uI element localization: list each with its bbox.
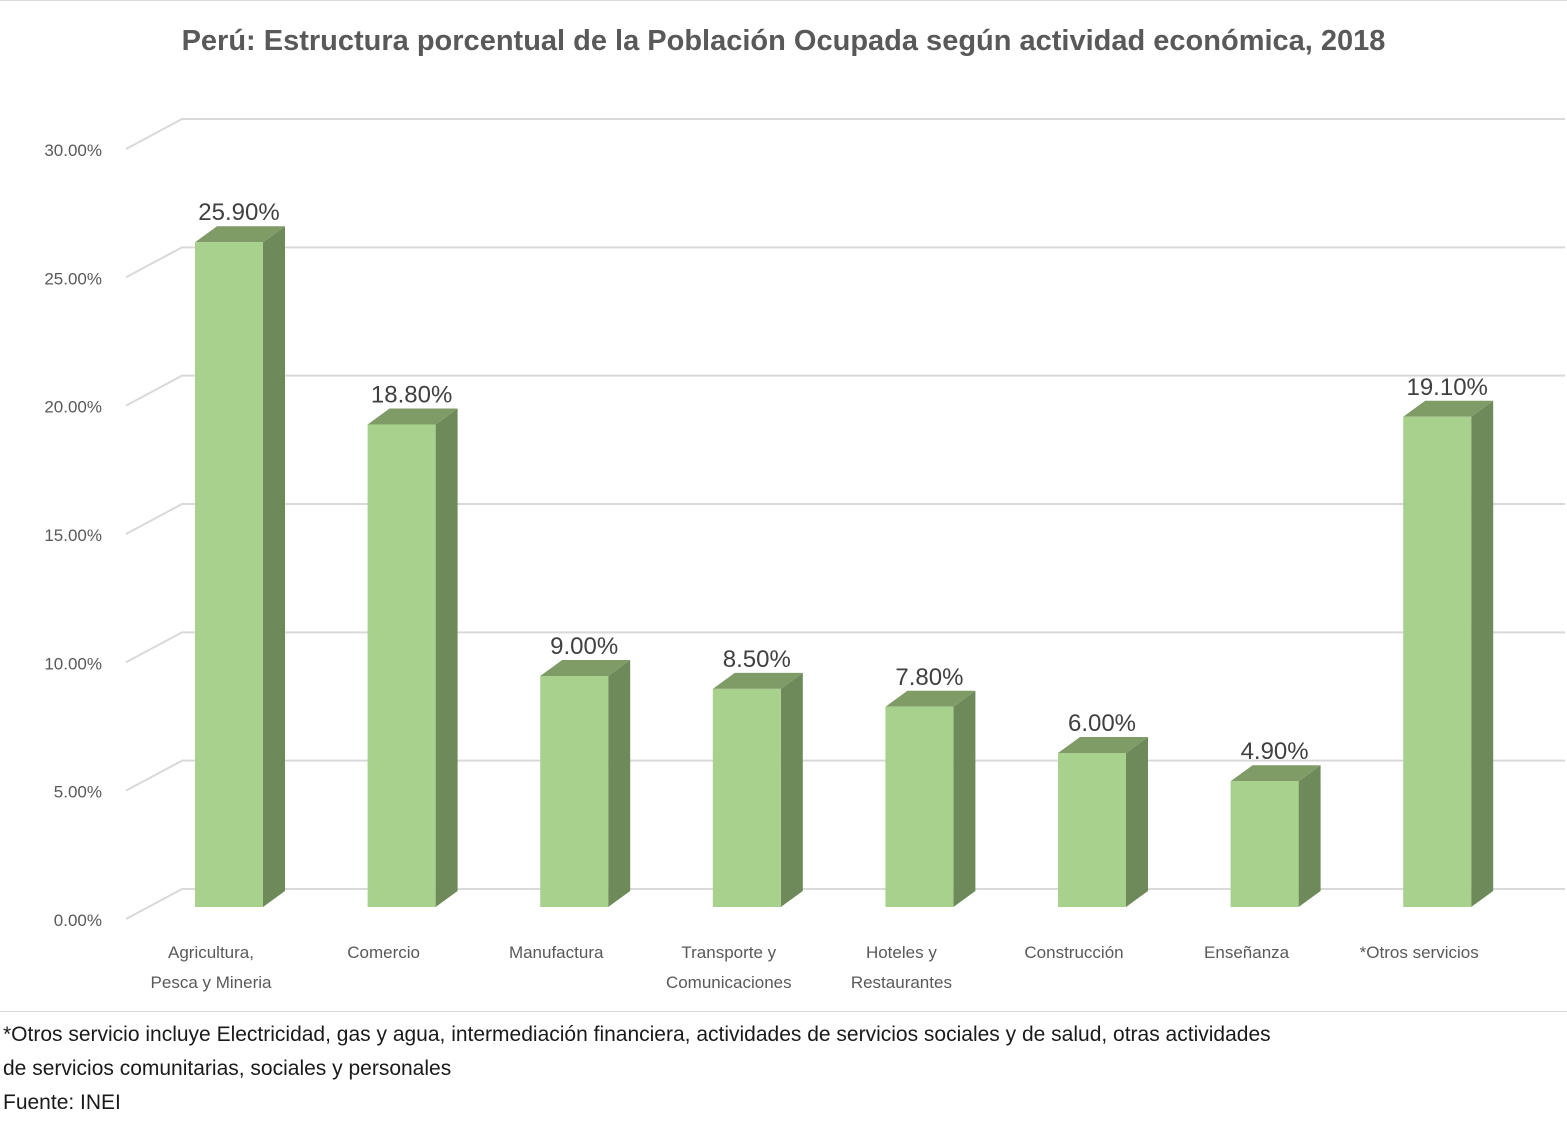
bar-side <box>263 226 285 907</box>
bar-side <box>953 690 976 907</box>
bar <box>1230 765 1321 907</box>
bars <box>195 226 1494 907</box>
value-labels: 25.90% 18.80% 9.00% 8.50% 7.80% 6.00% 4.90% 19.… <box>198 199 1488 765</box>
x-tick-label: Restaurantes <box>851 973 952 992</box>
gridline <box>125 631 1565 664</box>
x-tick-label: Enseñanza <box>1204 943 1290 962</box>
bar <box>367 408 458 907</box>
bar-top <box>1058 737 1148 753</box>
bar-side <box>435 408 458 907</box>
bar-top <box>540 660 631 676</box>
bar-front <box>1230 781 1299 907</box>
footnote: *Otros servicio incluye Electricidad, ga… <box>3 1018 1553 1120</box>
source-note: Fuente: INEI <box>3 1091 121 1114</box>
x-tick-label: Comercio <box>347 943 420 962</box>
bar-front <box>367 424 436 907</box>
y-tick-label: 0.00% <box>54 911 102 930</box>
value-label: 4.90% <box>1241 738 1309 765</box>
y-tick-label: 5.00% <box>54 783 102 802</box>
y-tick-label: 25.00% <box>44 269 102 288</box>
x-tick-label: Agricultura, <box>168 943 254 962</box>
bar-top <box>885 690 976 707</box>
value-label: 7.80% <box>895 664 963 691</box>
chart-title: Perú: Estructura porcentual de la Poblac… <box>181 25 1386 57</box>
bar <box>712 672 803 907</box>
gridline <box>125 246 1565 279</box>
gridline <box>125 759 1565 792</box>
value-label: 9.00% <box>550 633 618 660</box>
y-axis-ticks: 0.00% 5.00% 10.00% 15.00% 20.00% 25.00% 30.00% <box>44 141 102 930</box>
y-tick-label: 10.00% <box>44 654 102 673</box>
y-tick-label: 15.00% <box>44 526 102 545</box>
bar <box>1403 400 1494 907</box>
x-tick-label: Construcción <box>1024 943 1123 962</box>
bar-front <box>1403 416 1472 907</box>
bar-top <box>712 672 803 689</box>
gridline <box>125 888 1565 920</box>
gridline <box>125 503 1565 535</box>
bar-top <box>1230 765 1321 782</box>
bar-side <box>1471 400 1494 907</box>
value-label: 25.90% <box>198 199 279 226</box>
bar-front <box>712 688 781 907</box>
bar-chart: 0.00% 5.00% 10.00% 15.00% 20.00% 25.00% 30.00%… <box>44 118 1565 992</box>
x-axis-ticks: Agricultura, Pesca y Mineria Comercio Manuf… <box>151 943 1479 992</box>
x-tick-label: Manufactura <box>509 943 604 962</box>
value-label: 19.10% <box>1406 374 1487 401</box>
footnote-line-1: *Otros servicio incluye Electricidad, ga… <box>3 1023 1271 1046</box>
gridline <box>125 118 1565 150</box>
bar-front <box>885 706 954 907</box>
bar <box>1058 737 1148 907</box>
bar-front <box>540 676 609 907</box>
bar-front <box>195 242 263 907</box>
bar-side <box>608 660 631 907</box>
bar-side <box>780 672 803 907</box>
x-tick-label: *Otros servicios <box>1360 943 1479 962</box>
bar-side <box>1298 765 1321 907</box>
bar-top <box>367 408 458 425</box>
y-tick-label: 30.00% <box>44 141 102 160</box>
bar-top <box>195 226 285 243</box>
x-tick-label: Comunicaciones <box>666 973 792 992</box>
x-tick-label: Pesca y Mineria <box>151 973 272 992</box>
bar <box>540 660 631 907</box>
gridlines <box>125 118 1565 920</box>
bar-front <box>1058 753 1126 907</box>
bar-top <box>1403 400 1494 417</box>
footnote-line-2: de servicios comunitarias, sociales y pe… <box>3 1057 452 1080</box>
bar <box>195 226 285 907</box>
value-label: 6.00% <box>1068 710 1136 737</box>
bar-side <box>1126 737 1148 907</box>
chart-frame: Perú: Estructura porcentual de la Poblac… <box>0 0 1567 1012</box>
bar <box>885 690 976 907</box>
x-tick-label: Transporte y <box>681 943 776 962</box>
gridline <box>125 374 1565 407</box>
y-tick-label: 20.00% <box>44 398 102 417</box>
x-tick-label: Hoteles y <box>866 943 937 962</box>
value-label: 18.80% <box>371 381 452 408</box>
value-label: 8.50% <box>723 646 791 673</box>
